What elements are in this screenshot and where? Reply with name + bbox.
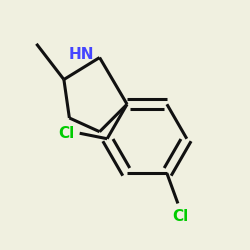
Text: Cl: Cl	[58, 126, 74, 141]
Text: Cl: Cl	[172, 209, 189, 224]
Text: HN: HN	[68, 47, 94, 62]
